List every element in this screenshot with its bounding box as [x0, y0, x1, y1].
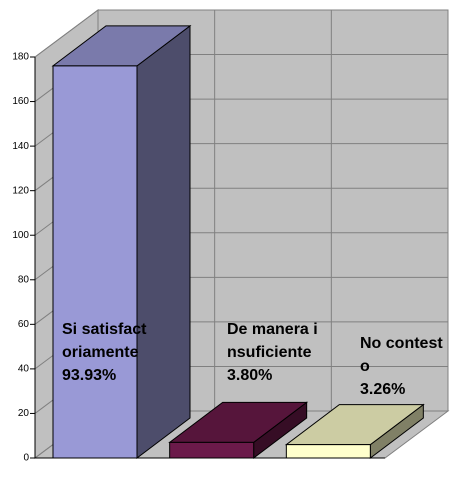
y-tick-label: 120 — [12, 185, 29, 196]
category-label: De manera insuficiente — [227, 321, 318, 361]
bar — [285, 444, 371, 459]
y-tick-label: 0 — [23, 453, 29, 464]
y-tick-label: 140 — [12, 141, 29, 152]
category-label: Si satisfactoriamente — [62, 321, 147, 361]
data-label: Si satisfactoriamente 93.93% — [62, 318, 154, 387]
data-label: De manera insuficiente 3.80% — [227, 318, 319, 387]
bar — [169, 441, 255, 459]
percent-label: 3.80% — [227, 367, 273, 384]
y-tick-label: 100 — [12, 230, 29, 241]
category-label: No contesto — [360, 335, 443, 375]
y-tick-label: 180 — [12, 52, 29, 63]
percent-label: 93.93% — [62, 367, 117, 384]
bar-side — [136, 24, 191, 460]
y-tick-label: 160 — [12, 96, 29, 107]
y-tick-label: 60 — [18, 319, 30, 330]
y-tick-label: 40 — [18, 364, 30, 375]
grid-line — [34, 9, 99, 58]
y-tick-label: 20 — [18, 408, 30, 419]
data-label: No contesto 3.26% — [360, 332, 452, 401]
percent-label: 3.26% — [360, 381, 406, 398]
y-tick-label: 80 — [18, 274, 30, 285]
bar — [52, 65, 138, 459]
